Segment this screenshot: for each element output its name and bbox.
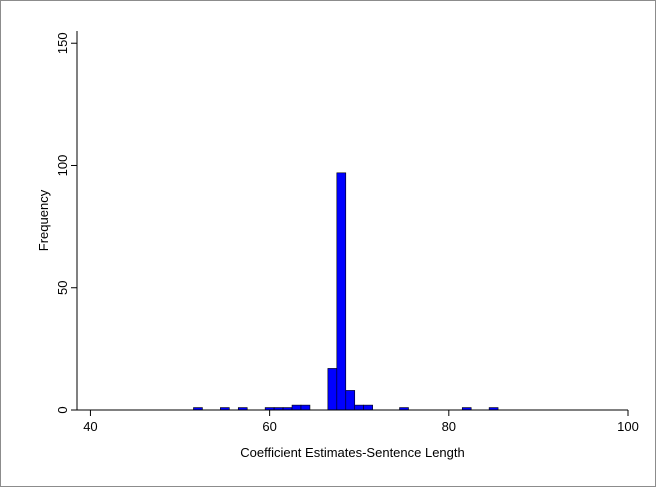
histogram-bar <box>363 404 373 411</box>
x-ticks-group: 40 60 80 100 <box>83 410 639 434</box>
x-tick-label: 60 <box>262 419 276 434</box>
y-ticks-group: 0 50 100 150 <box>55 32 77 414</box>
y-tick-label: 100 <box>55 155 70 177</box>
histogram-bar <box>336 172 347 411</box>
bars-group <box>193 172 499 411</box>
x-tick-label: 100 <box>617 419 639 434</box>
histogram-bar <box>345 390 356 411</box>
histogram-bar <box>291 404 302 411</box>
axes-group <box>76 31 628 411</box>
y-tick-label: 0 <box>55 406 70 413</box>
y-tick-label: 50 <box>55 281 70 295</box>
x-tick-label: 40 <box>83 419 97 434</box>
y-tick-label: 150 <box>55 32 70 54</box>
histogram-bar <box>300 404 311 411</box>
histogram-bar <box>327 368 338 411</box>
x-axis-title: Coefficient Estimates-Sentence Length <box>240 445 465 460</box>
x-tick-label: 80 <box>442 419 456 434</box>
y-axis-title: Frequency <box>36 189 51 251</box>
histogram-bar <box>354 404 364 411</box>
